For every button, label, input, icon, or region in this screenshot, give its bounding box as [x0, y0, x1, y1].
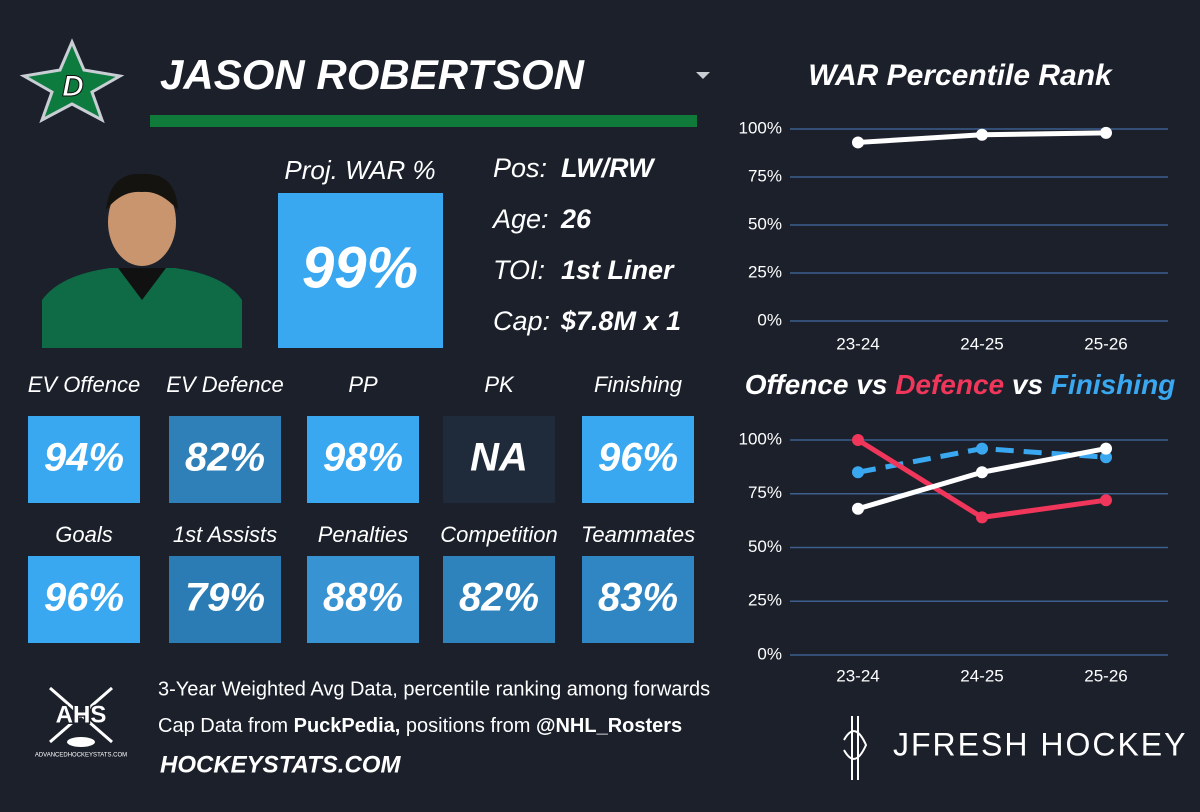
- brand: JFRESH HOCKEY: [893, 726, 1187, 762]
- detail-value: LW/RW: [561, 153, 656, 183]
- y-tick-label: 0%: [757, 310, 782, 329]
- tile-label: Penalties: [318, 522, 409, 547]
- svg-text:D: D: [62, 70, 84, 103]
- brand-logo: [843, 716, 868, 780]
- tile: [443, 556, 555, 643]
- tile-value: 83%: [598, 576, 678, 620]
- x-tick-label: 25-26: [1084, 334, 1127, 353]
- marker: [1100, 442, 1112, 455]
- tile-value: 94%: [44, 436, 124, 480]
- cap-prefix: Cap Data from: [158, 715, 288, 737]
- tile: [307, 556, 419, 643]
- x-tick-label: 23-24: [836, 334, 879, 353]
- team-logo: D: [19, 38, 125, 124]
- name-underline: [150, 115, 697, 127]
- detail-value: 26: [560, 204, 592, 234]
- headline-label: Proj. WAR %: [284, 155, 435, 185]
- detail-value: 1st Liner: [561, 255, 675, 285]
- detail-value: $7.8M x 1: [560, 306, 681, 336]
- cap-source: PuckPedia,: [294, 715, 401, 737]
- ahs-logo: [49, 686, 113, 747]
- tile-label: EV Defence: [166, 372, 283, 397]
- x-tick-label: 25-26: [1084, 666, 1127, 685]
- footer-sources: Cap Data from PuckPedia, positions from …: [158, 715, 682, 737]
- ahs-text: AHS: [56, 701, 107, 728]
- y-tick-label: 25%: [748, 591, 782, 610]
- tile: [307, 416, 419, 503]
- tile-value: 82%: [185, 436, 265, 480]
- y-tick-label: 100%: [739, 118, 782, 137]
- tile-label: Teammates: [581, 522, 695, 547]
- tile: [582, 416, 694, 503]
- site: HOCKEYSTATS.COM: [160, 751, 401, 778]
- pos-prefix: positions from: [406, 715, 531, 737]
- title-connector: vs: [856, 369, 887, 400]
- legend-entry: Defence: [895, 369, 1004, 400]
- marker: [976, 128, 988, 141]
- headline-value: 99%: [302, 235, 418, 300]
- detail-label: Age:: [491, 204, 549, 234]
- tile-value: 82%: [459, 576, 539, 620]
- detail-label: Pos:: [493, 153, 547, 183]
- tile: [443, 416, 555, 503]
- marker: [976, 466, 988, 479]
- tile-value: 96%: [598, 436, 678, 480]
- y-tick-label: 0%: [757, 644, 782, 663]
- marker: [852, 434, 864, 446]
- detail-label: Cap:: [493, 306, 550, 336]
- tile-label: PK: [484, 372, 515, 397]
- chart-title: Offence vs Defence vs Finishing: [745, 369, 1176, 400]
- tile-value: 98%: [323, 436, 403, 480]
- marker: [852, 466, 864, 479]
- y-tick-label: 25%: [748, 262, 782, 281]
- tile: [169, 556, 281, 643]
- y-tick-label: 50%: [748, 214, 782, 233]
- detail-label: TOI:: [493, 255, 545, 285]
- x-tick-label: 24-25: [960, 666, 1003, 685]
- dropdown-arrow[interactable]: [696, 72, 710, 79]
- marker: [976, 511, 988, 524]
- tile-label: Goals: [55, 522, 112, 547]
- y-tick-label: 75%: [748, 166, 782, 185]
- player-photo: [42, 170, 242, 348]
- footer-note: 3-Year Weighted Avg Data, percentile ran…: [158, 678, 710, 700]
- player-name: JASON ROBERTSON: [160, 51, 586, 98]
- tile: [28, 416, 140, 503]
- tile: [582, 556, 694, 643]
- legend-entry: Finishing: [1051, 369, 1175, 400]
- marker: [852, 136, 864, 149]
- marker: [1100, 126, 1112, 139]
- tile-value: 79%: [185, 576, 265, 620]
- y-tick-label: 100%: [739, 429, 782, 448]
- x-tick-label: 23-24: [836, 666, 879, 685]
- tile-label: PP: [348, 372, 378, 397]
- tile-value: 88%: [323, 576, 403, 620]
- legend-entry: Offence: [745, 369, 849, 400]
- tile-value: NA: [470, 436, 528, 480]
- marker: [1100, 451, 1112, 464]
- marker: [1100, 494, 1112, 507]
- chart-title: WAR Percentile Rank: [808, 59, 1113, 92]
- pos-source: @NHL_Rosters: [536, 715, 682, 737]
- tile: [169, 416, 281, 503]
- x-tick-label: 24-25: [960, 334, 1003, 353]
- marker: [976, 442, 988, 455]
- tile-label: Finishing: [594, 372, 683, 397]
- tile-label: 1st Assists: [173, 522, 277, 547]
- tile-label: Competition: [440, 522, 557, 547]
- marker: [852, 502, 864, 515]
- title-connector: vs: [1012, 369, 1043, 400]
- headline-tile: [278, 193, 443, 348]
- tile: [28, 556, 140, 643]
- tile-value: 96%: [44, 576, 124, 620]
- ahs-site: ADVANCEDHOCKEYSTATS.COM: [35, 753, 127, 759]
- y-tick-label: 50%: [748, 537, 782, 556]
- tile-label: EV Offence: [28, 372, 141, 397]
- y-tick-label: 75%: [748, 483, 782, 502]
